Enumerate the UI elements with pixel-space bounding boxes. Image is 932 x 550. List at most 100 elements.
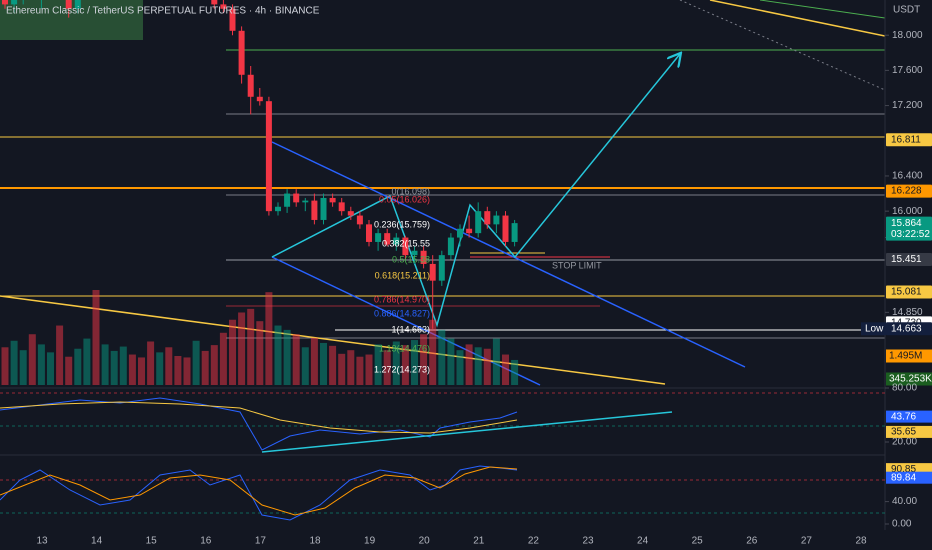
volume-bar — [292, 334, 300, 385]
price-badge — [886, 252, 932, 266]
x-tick-label: 15 — [146, 536, 158, 547]
candle-body — [220, 4, 227, 9]
volume-bar — [420, 334, 428, 385]
stoch-pane — [0, 465, 885, 521]
stoch-k — [0, 465, 518, 521]
drawings — [0, 0, 885, 386]
fib-label: 1(14.663) — [391, 324, 430, 334]
volume-bar — [83, 338, 91, 385]
price-badge — [886, 285, 932, 299]
y-tick-label: 17.200 — [892, 100, 923, 111]
candle-body — [11, 0, 18, 5]
candle-body — [484, 211, 491, 225]
y-tick-label: 16.000 — [892, 206, 923, 217]
trend-line — [0, 295, 666, 385]
currency: USDT — [893, 5, 920, 16]
volume-bar — [429, 319, 437, 385]
volume-badge-label: 1.495M — [889, 351, 922, 362]
x-tick-label: 27 — [801, 536, 813, 547]
volume-badge — [886, 372, 932, 386]
volume-bar — [238, 312, 246, 385]
x-tick-label: 17 — [255, 536, 267, 547]
volume-bar — [74, 348, 82, 385]
volume-bar — [201, 350, 209, 385]
candle-body — [284, 193, 291, 207]
volume-bar — [392, 341, 400, 385]
volume-bar — [401, 345, 409, 385]
rsi-tick-label: 80.00 — [892, 383, 917, 394]
stoch-badge-label: 89.84 — [891, 472, 916, 483]
volume-bar — [19, 350, 27, 385]
volume-bar — [156, 352, 164, 385]
price-badge-label: 16.811 — [891, 134, 921, 145]
volume-bar — [347, 350, 355, 385]
x-tick-label: 23 — [582, 536, 594, 547]
volume-bar — [511, 359, 519, 385]
x-tick-label: 21 — [473, 536, 485, 547]
fib-label: 1.272(14.273) — [374, 364, 430, 374]
y-tick-label: 16.400 — [892, 171, 923, 182]
overlay: 18.00017.60017.20016.40016.00015.70014.8… — [36, 30, 932, 547]
volume-bar — [247, 308, 255, 385]
volume-bar — [374, 344, 382, 385]
fib-label: 0.382(15.55 — [382, 238, 430, 248]
volume-bar — [265, 292, 273, 385]
price-badge — [886, 133, 932, 147]
candles — [1, 0, 519, 385]
stoch-badge-label: 90.85 — [891, 464, 916, 475]
x-tick-label: 25 — [692, 536, 704, 547]
candle-body — [238, 30, 245, 75]
volume-bar — [183, 357, 191, 385]
fib-label: 0.786(14.970) — [374, 294, 430, 304]
candle-body — [411, 250, 418, 256]
candle-body — [320, 197, 327, 220]
volume-bar — [128, 354, 136, 385]
volume-bar — [447, 338, 455, 385]
volume-bar — [56, 325, 64, 385]
volume-bar — [320, 342, 327, 385]
price-badge-label: 15.451 — [891, 254, 922, 265]
x-tick-label: 18 — [309, 536, 321, 547]
volume-bar — [219, 332, 227, 385]
volume-bar — [338, 353, 346, 385]
volume-bar — [229, 319, 236, 385]
volume-bar — [465, 344, 473, 385]
x-tick-label: 24 — [637, 536, 649, 547]
price-badge — [886, 322, 932, 336]
volume-bar — [138, 357, 145, 385]
volume-bar — [110, 350, 118, 385]
pattern-line — [271, 54, 680, 328]
volume-bar — [274, 325, 282, 385]
volume-bar — [438, 329, 446, 385]
price-badge-sub: 03:22:52 — [891, 229, 930, 240]
volume-badge-label: 345.253K — [889, 374, 932, 385]
volume-bar — [310, 337, 318, 385]
candle-body — [457, 228, 463, 238]
fib-label: 1.13(14.476) — [379, 343, 430, 353]
candle-body — [293, 193, 300, 203]
candle-body — [511, 223, 518, 242]
candle-body — [2, 0, 8, 5]
volume-bar — [483, 348, 491, 385]
x-tick-label: 14 — [91, 536, 103, 547]
volume-bar — [256, 321, 264, 385]
x-tick-label: 19 — [364, 536, 376, 547]
volume-bar — [37, 344, 45, 385]
candle-body — [429, 263, 436, 281]
candle-body — [475, 211, 482, 234]
chart-title: Ethereum Classic / TetherUS PERPETUAL FU… — [6, 6, 320, 17]
volume-bar — [192, 340, 200, 385]
volume-bar — [283, 329, 291, 385]
annotation: STOP LIMIT — [552, 260, 602, 270]
candle-body — [447, 237, 454, 256]
volume-bar — [411, 340, 418, 385]
fib-label: 0.886(14.827) — [374, 308, 430, 318]
price-tag — [861, 322, 886, 336]
volume-bar — [47, 352, 54, 385]
candle-body — [502, 215, 509, 242]
volume-bar — [101, 344, 109, 385]
rsi-pane — [0, 392, 885, 453]
channel-line — [271, 141, 746, 368]
fib-label: 0.5(15.38 — [392, 254, 430, 264]
